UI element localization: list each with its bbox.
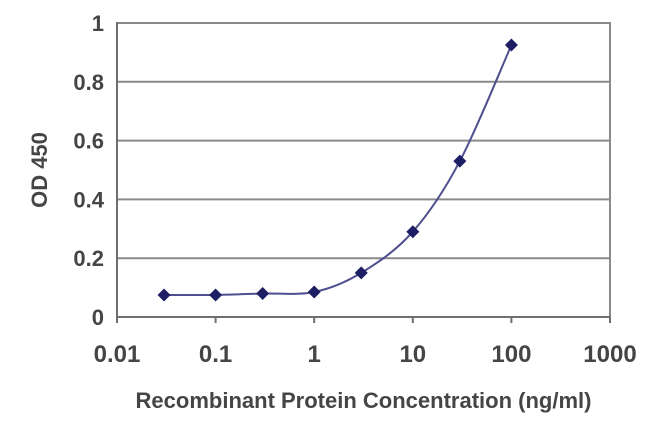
data-point-marker [256,286,270,300]
y-tick-label: 0.8 [73,70,104,95]
data-point-marker [157,288,171,302]
x-axis-title: Recombinant Protein Concentration (ng/ml… [135,388,592,413]
y-tick-label: 0 [92,305,104,330]
data-point-marker [504,38,518,52]
x-tick-label: 1 [308,341,321,368]
x-tick-label: 0.1 [199,341,232,368]
x-tick-label: 1000 [583,341,636,368]
x-tick-label: 100 [491,341,531,368]
y-tick-label: 0.6 [73,129,104,154]
y-tick-label: 0.4 [73,187,104,212]
data-point-marker [453,154,467,168]
y-tick-label: 1 [92,11,104,36]
data-point-marker [406,225,420,239]
data-point-marker [307,285,321,299]
data-point-marker [209,288,223,302]
y-tick-label: 0.2 [73,246,104,271]
x-tick-label: 0.01 [94,341,141,368]
x-tick-label: 10 [399,341,426,368]
data-point-marker [354,266,368,280]
y-axis-title: OD 450 [27,132,52,208]
